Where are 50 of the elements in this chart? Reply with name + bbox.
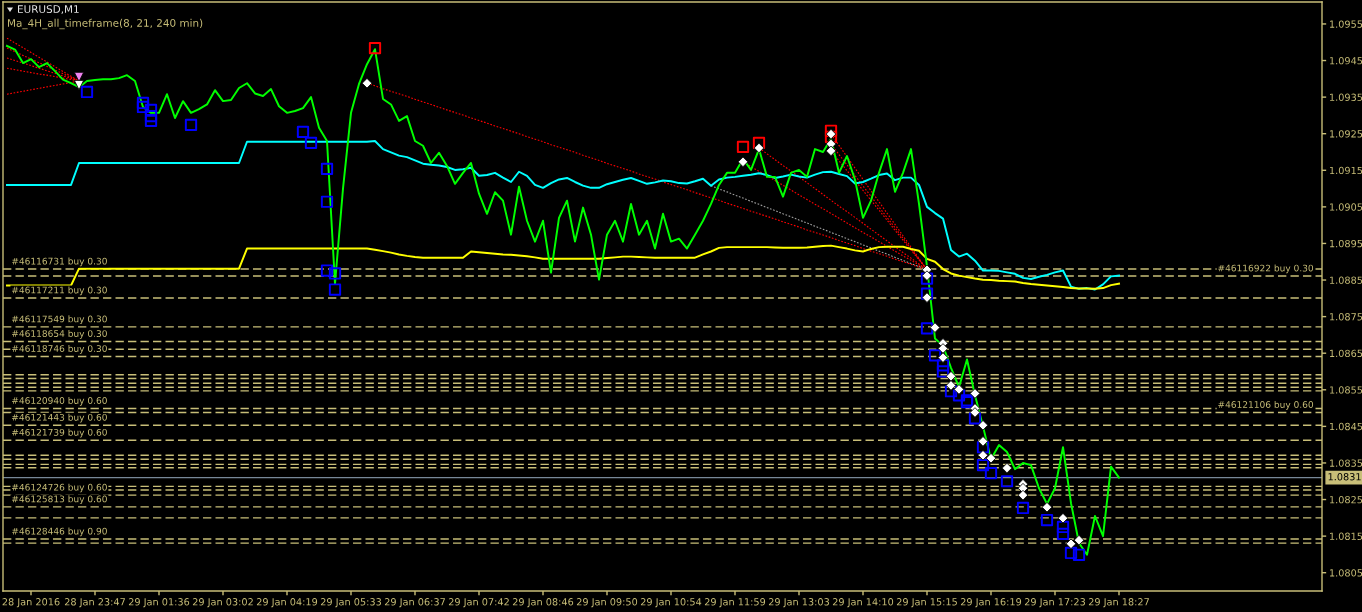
ref-line-label: #46116731 buy 0.30 [12,257,107,267]
y-tick-label: 1.0935 [1330,93,1362,101]
x-tick-label: 29 Jan 10:54 [640,598,702,608]
y-tick-label: 1.0835 [1330,459,1362,467]
x-tick-label: 29 Jan 18:27 [1088,598,1149,608]
ref-line-label: 1.0831 [1328,473,1361,481]
y-tick-label: 1.0955 [1330,20,1362,28]
ref-line-label: #46118654 buy 0.30 [12,329,107,339]
ref-line-label: #46121443 buy 0.60 [12,413,107,423]
ref-line-label: #46124726 buy 0.60 [12,483,107,493]
x-tick-label: 29 Jan 09:50 [576,598,638,608]
x-tick-label: 29 Jan 01:36 [128,598,190,608]
y-tick-label: 1.0915 [1330,166,1362,175]
ref-line-label: #46118746 buy 0.30 [12,344,107,354]
x-tick-label: 29 Jan 11:59 [704,598,766,608]
x-tick-label: 29 Jan 13:03 [768,598,829,608]
x-tick-label: 28 Jan 23:47 [64,598,125,608]
y-tick-label: 1.0815 [1330,532,1362,540]
y-tick-label: 1.0855 [1330,386,1362,394]
x-tick-label: 29 Jan 07:42 [448,598,509,608]
y-tick-label: 1.0845 [1330,422,1362,431]
y-tick-label: 1.0905 [1330,203,1362,211]
x-tick-label: 29 Jan 04:19 [256,598,318,608]
y-tick-label: 1.0895 [1330,239,1362,248]
ref-line-label: #46121106 buy 0.60 [1218,400,1314,410]
x-tick-label: 29 Jan 06:37 [384,598,445,608]
ref-line-label: #46117549 buy 0.30 [12,315,107,325]
y-tick-label: 1.0925 [1330,130,1362,138]
chart-title: EURUSD,M1 [18,5,79,15]
x-tick-label: 29 Jan 05:33 [320,598,381,608]
x-tick-label: 29 Jan 08:46 [512,598,574,608]
y-tick-label: 1.0825 [1330,496,1362,504]
y-tick-label: 1.0805 [1330,569,1362,577]
ref-line-label: #46116922 buy 0.30 [1218,264,1314,274]
ref-line-label: #46121739 buy 0.60 [12,428,107,438]
y-tick-label: 1.0885 [1330,276,1362,284]
ref-line-label: #46128446 buy 0.90 [12,527,107,537]
x-tick-label: 28 Jan 2016 [2,598,60,608]
y-tick-label: 1.0875 [1330,313,1362,321]
text: Ma_4H_all_timeframe(8, 21, 240 min) [8,18,203,30]
ref-line-label: #46125813 buy 0.60 [12,495,107,505]
x-tick-label: 29 Jan 17:23 [1024,598,1085,608]
x-tick-label: 29 Jan 16:19 [960,598,1022,608]
x-tick-label: 29 Jan 15:15 [896,598,957,608]
x-tick-label: 29 Jan 14:10 [832,598,894,608]
x-tick-label: 29 Jan 03:02 [192,598,253,608]
ref-line-label: #46120940 buy 0.60 [12,396,107,406]
ref-line-label: #46117211 buy 0.30 [12,286,107,296]
y-tick-label: 1.0945 [1330,57,1362,65]
y-tick-label: 1.0865 [1330,349,1362,358]
